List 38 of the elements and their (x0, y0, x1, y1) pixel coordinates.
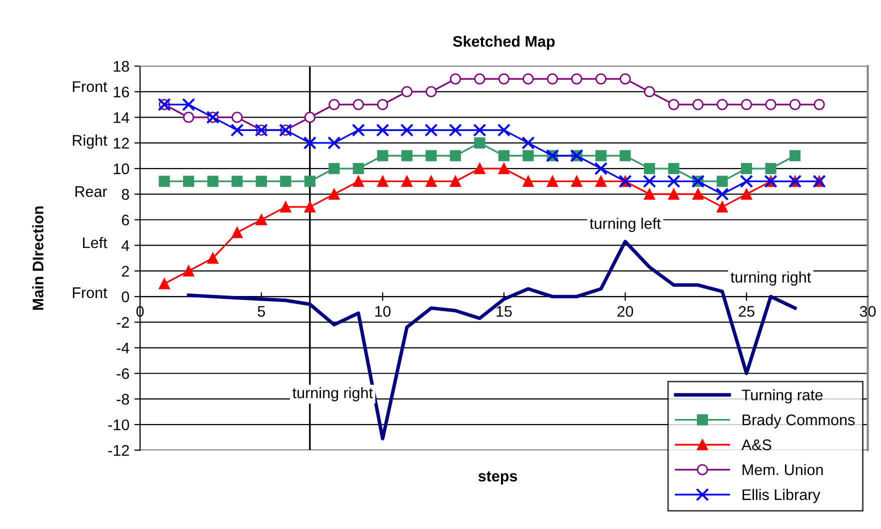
x-tick-label: 15 (496, 306, 512, 317)
y-tick-label: -4 (116, 342, 130, 354)
y-tick-label: -6 (116, 368, 129, 380)
y-tick-label: 12 (114, 138, 129, 148)
y-tick-label: -2 (116, 317, 129, 328)
x-axis-title: steps (478, 471, 518, 485)
legend-label: Turning rate (742, 389, 823, 404)
text: Front (72, 81, 108, 92)
annotation: turning left (590, 218, 661, 232)
x-tick-label: 10 (375, 306, 391, 317)
y-axis-title: Main DIrection (32, 206, 44, 310)
chart-title: Sketched Map (453, 36, 555, 50)
legend-label: A&S (741, 439, 772, 450)
legend-label: Ellis Library (742, 488, 820, 504)
y-tick-label: 10 (114, 163, 130, 174)
legend-label: Brady Commons (742, 414, 855, 428)
y-tick-label: -12 (108, 445, 129, 456)
annotation: turning right (292, 387, 373, 402)
y-tick-label: 18 (114, 60, 129, 72)
text: Right (72, 134, 108, 149)
x-tick-label: 20 (617, 306, 634, 317)
x-tick-label: 5 (258, 306, 265, 317)
x-tick-label: 30 (860, 306, 876, 317)
y-tick-label: 14 (114, 112, 130, 123)
text: Front (72, 287, 108, 298)
text: Left (83, 236, 108, 248)
x-tick-label: 25 (738, 306, 754, 317)
y-tick-label: -8 (116, 394, 129, 405)
annotation: turning right (730, 271, 811, 286)
y-tick-label: -10 (108, 419, 130, 430)
y-tick-label: 2 (122, 266, 129, 276)
y-tick-label: 16 (114, 86, 129, 98)
text: Rear (75, 186, 108, 197)
y-tick-label: 6 (122, 214, 129, 226)
legend-label: Mem. Union (742, 464, 823, 476)
y-tick-label: 0 (122, 291, 130, 302)
y-tick-label: 8 (122, 189, 129, 200)
y-tick-label: 4 (122, 240, 130, 251)
